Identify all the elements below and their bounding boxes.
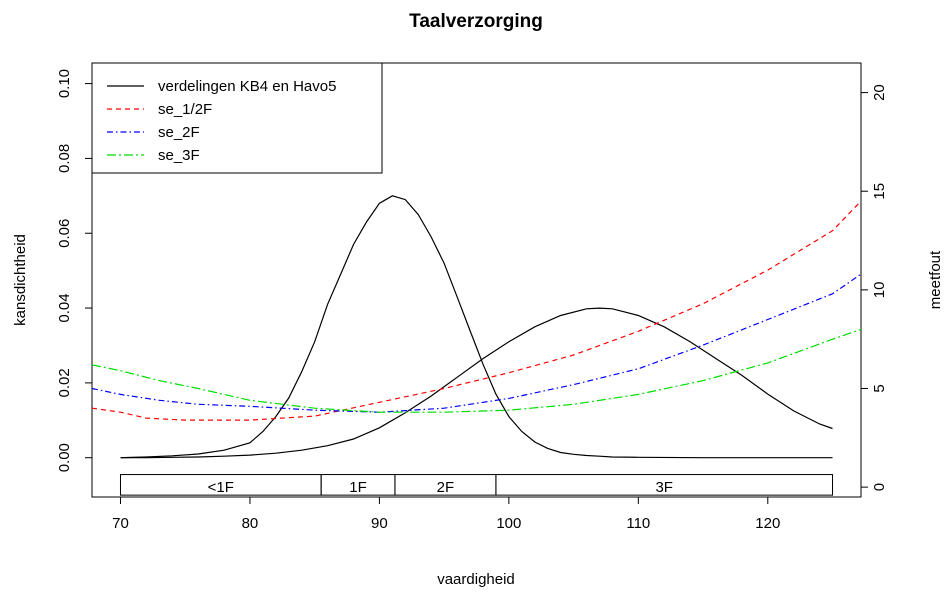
y2-axis-label: meetfout: [927, 250, 944, 309]
error-line: [91, 273, 862, 413]
y2-tick-label: 15: [871, 183, 888, 200]
legend-label: verdelingen KB4 en Havo5: [158, 78, 336, 95]
x-tick-label: 70: [112, 515, 129, 532]
x-tick-label: 100: [496, 515, 521, 532]
y-tick-label: 0.10: [56, 69, 73, 98]
y-tick-label: 0.06: [56, 219, 73, 248]
y-axis-label: kansdichtheid: [12, 234, 29, 326]
y2-tick-label: 5: [871, 384, 888, 392]
x-tick-label: 80: [242, 515, 259, 532]
y2-tick-label: 0: [871, 483, 888, 491]
x-tick-label: 110: [626, 515, 650, 532]
legend-label: se_2F: [158, 124, 200, 141]
density-line: [120, 195, 833, 459]
band-label: 1F: [349, 479, 367, 496]
error-line: [91, 200, 862, 421]
x-tick-label: 90: [371, 515, 388, 532]
band-label: 2F: [437, 479, 455, 496]
error-line: [91, 328, 862, 413]
x-axis-label: vaardigheid: [437, 571, 515, 588]
legend-label: se_3F: [158, 147, 200, 164]
y-tick-label: 0.00: [56, 443, 73, 472]
x-axis: 70 80 90 100 110 120: [112, 496, 780, 532]
band-label: <1F: [208, 479, 234, 496]
y-tick-label: 0.02: [56, 368, 73, 397]
series-lines: [91, 195, 862, 459]
y-tick-label: 0.04: [56, 293, 73, 322]
y-axis-left: 0.00 0.02 0.04 0.06 0.08 0.10: [56, 69, 93, 472]
y2-tick-label: 20: [871, 84, 888, 101]
y2-tick-label: 10: [871, 282, 888, 299]
chart-title: Taalverzorging: [409, 11, 543, 32]
density-line: [120, 307, 833, 459]
y-axis-right: 0 5 10 15 20: [860, 84, 888, 491]
legend-box: [91, 62, 383, 174]
skill-bands: <1F 1F 2F 3F: [119, 474, 834, 496]
band-label: 3F: [655, 479, 673, 496]
x-tick-label: 120: [755, 515, 780, 532]
band-box: [495, 474, 834, 496]
legend-label: se_1/2F: [158, 101, 212, 118]
legend: verdelingen KB4 en Havo5 se_1/2F se_2F se_3…: [91, 62, 383, 174]
y-tick-label: 0.08: [56, 144, 73, 173]
